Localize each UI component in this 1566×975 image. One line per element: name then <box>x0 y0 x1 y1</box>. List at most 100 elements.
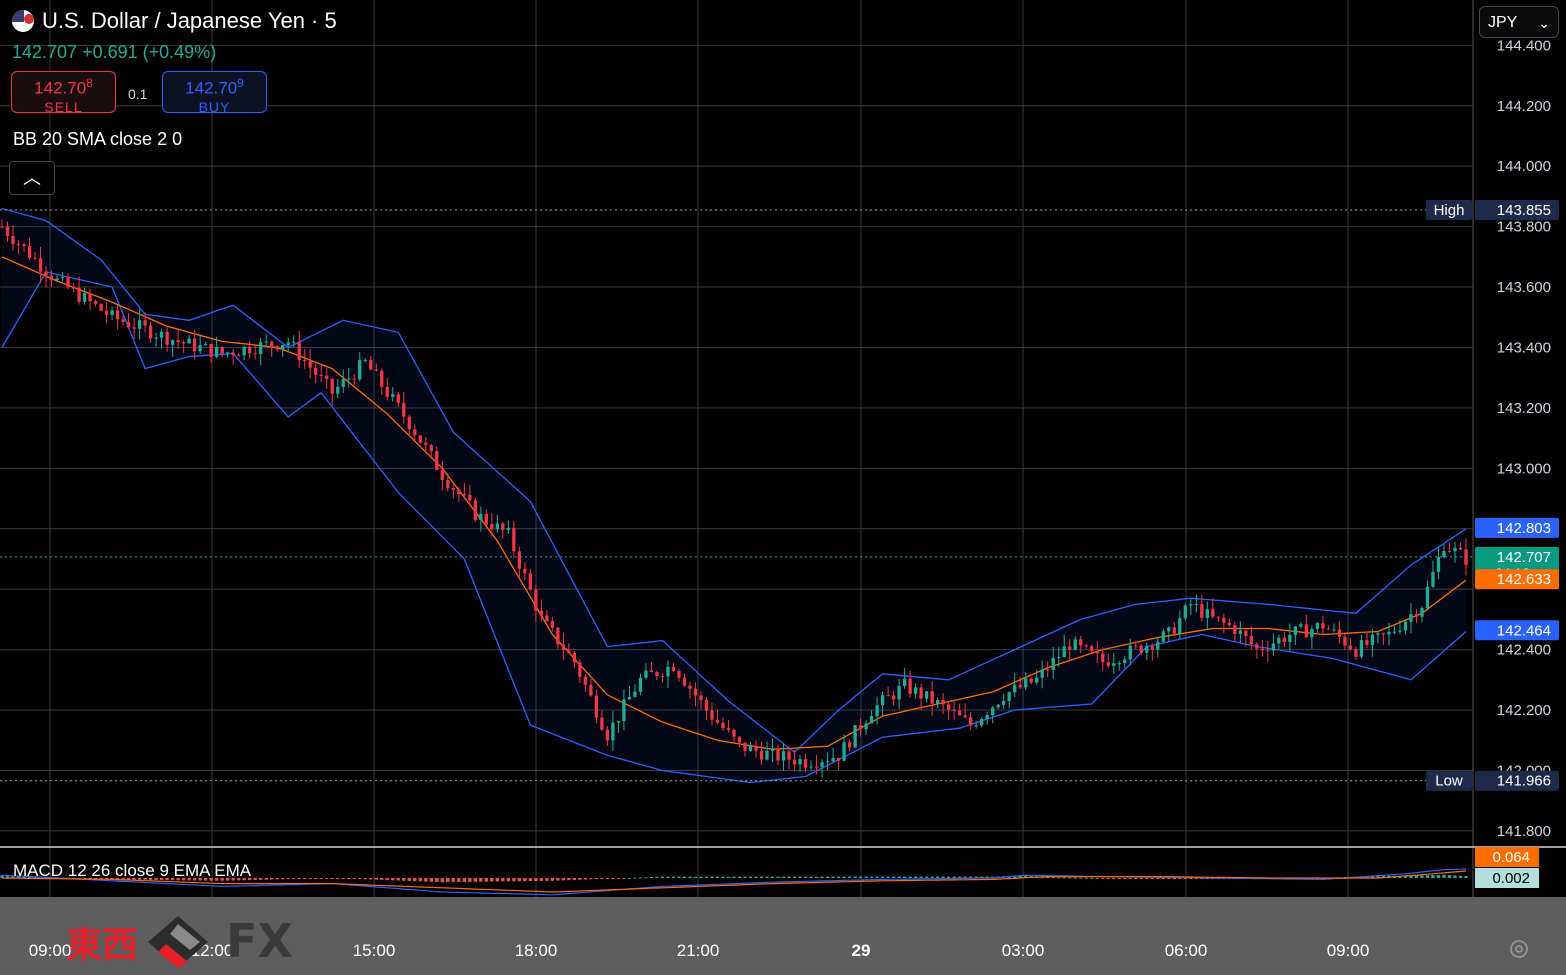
macd-histogram-bar <box>1414 875 1419 878</box>
macd-histogram-bar <box>550 878 555 881</box>
macd-histogram-bar <box>589 878 593 880</box>
macd-histogram-bar <box>385 878 389 881</box>
candle <box>192 329 197 360</box>
candle-body <box>539 610 544 616</box>
macd-histogram-bar <box>259 878 263 880</box>
candle-body <box>176 340 180 343</box>
macd-histogram-bar <box>148 878 153 880</box>
indicator-legend-bb[interactable]: BB 20 SMA close 2 0 <box>13 129 183 149</box>
currency-selector[interactable]: JPY ⌄ <box>1479 6 1559 38</box>
candle <box>902 667 907 689</box>
candle-body <box>270 341 274 347</box>
candle <box>1145 642 1149 660</box>
macd-histogram-bar <box>391 878 395 881</box>
candle-body <box>0 226 4 228</box>
sell-button[interactable]: 142.708 SELL <box>11 71 116 115</box>
symbol-title[interactable]: U.S. Dollar / Japanese Yen · 5 <box>42 8 337 33</box>
candle-body <box>836 757 841 761</box>
candle <box>1013 673 1017 698</box>
candle <box>490 512 494 537</box>
candle-body <box>517 551 522 569</box>
candle <box>644 663 648 680</box>
candle <box>220 346 224 357</box>
candle <box>1425 580 1430 611</box>
candle <box>1453 541 1457 563</box>
y-tick-label: 143.000 <box>1497 460 1551 477</box>
macd-histogram-bar <box>506 878 510 882</box>
candle <box>187 335 191 344</box>
macd-histogram-bar <box>655 876 659 878</box>
candle <box>1128 638 1132 666</box>
candle-body <box>446 479 450 489</box>
candle <box>1029 677 1033 685</box>
macd-histogram-bar <box>985 876 989 878</box>
time-axis[interactable] <box>0 897 1566 975</box>
candle <box>836 757 841 770</box>
candle <box>1447 542 1452 553</box>
candle <box>1299 622 1303 628</box>
candle <box>787 746 791 770</box>
candle <box>1354 646 1358 661</box>
candle <box>1002 693 1006 709</box>
candle <box>770 738 775 763</box>
candle <box>1348 638 1353 651</box>
macd-histogram-bar <box>715 876 720 878</box>
collapse-legend-button[interactable]: ︿ <box>9 161 55 195</box>
candle <box>1442 543 1446 559</box>
macd-histogram-bar <box>902 876 907 878</box>
macd-histogram-bar <box>237 878 241 881</box>
candle-body <box>1057 657 1061 659</box>
candle <box>1189 599 1193 616</box>
candle <box>1293 626 1298 646</box>
buy-button[interactable]: 142.709 BUY <box>162 71 267 115</box>
candle <box>44 266 48 288</box>
candle-body <box>407 416 411 430</box>
candle-body <box>275 346 279 350</box>
macd-histogram-bar <box>198 878 202 881</box>
candle-body <box>380 370 384 387</box>
candle <box>1260 640 1265 657</box>
candle <box>270 340 274 357</box>
candle <box>969 711 973 731</box>
candle-body <box>1156 641 1160 650</box>
candle-body <box>935 700 940 704</box>
macd-histogram-bar <box>704 876 709 878</box>
us-flag-icon <box>12 10 34 32</box>
candle <box>693 682 698 707</box>
candle-body <box>11 235 15 244</box>
candle <box>1321 615 1325 636</box>
candle <box>1040 660 1044 689</box>
candle <box>721 717 725 731</box>
macd-histogram-bar <box>1057 877 1061 879</box>
candle <box>792 750 797 772</box>
candle <box>682 673 687 687</box>
candle-body <box>1288 634 1292 642</box>
macd-histogram-bar <box>1453 875 1457 878</box>
macd-histogram-bar <box>1464 876 1468 878</box>
macd-histogram-bar <box>1068 877 1072 879</box>
macd-histogram-bar <box>1145 878 1149 879</box>
candle-body <box>462 494 466 496</box>
macd-tag <box>1475 868 1539 888</box>
candle-body <box>715 719 720 723</box>
macd-histogram-bar <box>666 876 670 878</box>
macd-histogram-bar <box>616 878 621 879</box>
candle-body <box>666 666 670 677</box>
macd-histogram-bar <box>600 878 604 879</box>
candle <box>440 461 444 491</box>
sell-price-pip: 8 <box>86 76 93 90</box>
candle <box>1112 653 1116 674</box>
candle <box>919 683 923 710</box>
candle-body <box>1172 627 1176 634</box>
candle-body <box>1453 547 1457 552</box>
x-tick-label: 15:00 <box>352 941 396 960</box>
candle-body <box>820 762 824 767</box>
candle <box>842 734 846 761</box>
settings-icon[interactable] <box>1508 938 1530 960</box>
spread-value: 0.1 <box>128 86 148 102</box>
indicator-legend-macd[interactable]: MACD 12 26 close 9 EMA EMA <box>13 861 252 880</box>
candle <box>726 719 731 733</box>
candle-body <box>710 710 714 720</box>
